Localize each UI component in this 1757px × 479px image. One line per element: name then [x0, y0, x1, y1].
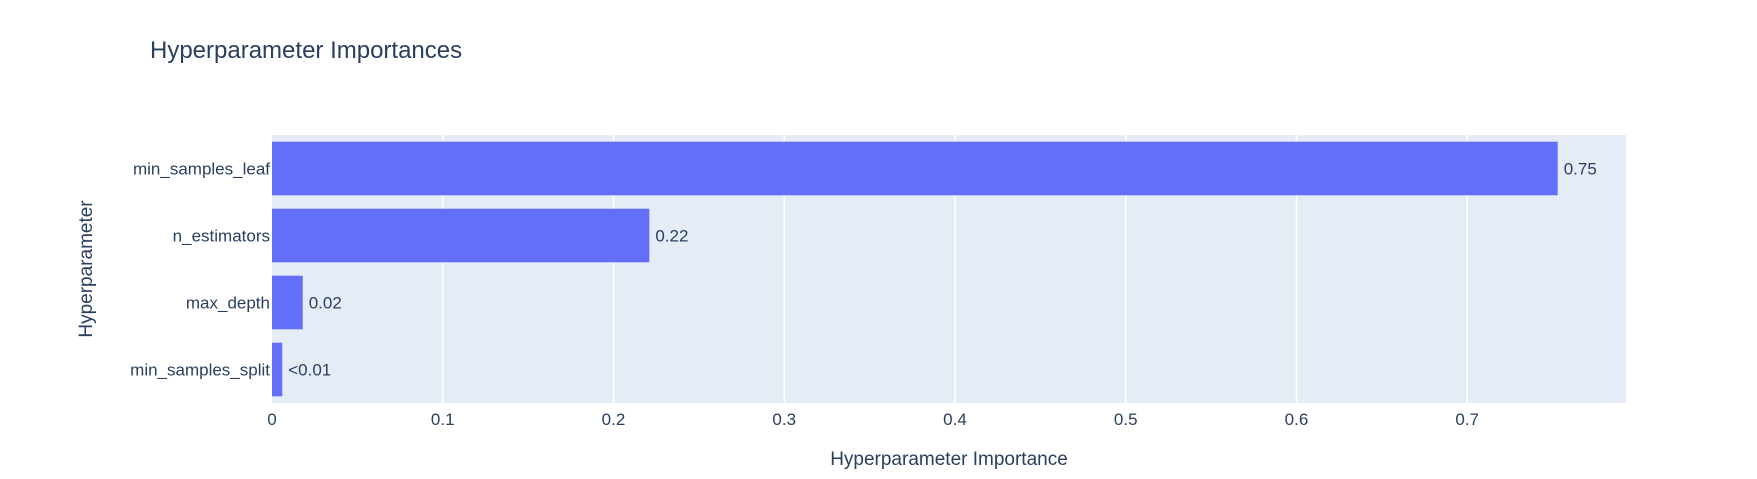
x-tick-label: 0.2 [602, 410, 626, 429]
y-category-label: n_estimators [173, 227, 270, 246]
bar-data-label: 0.75 [1564, 160, 1597, 179]
bar-n-estimators [272, 208, 650, 263]
bar-data-label: 0.02 [309, 294, 342, 313]
bar-min-samples-leaf [272, 141, 1558, 196]
x-axis-ticks: 0 0.1 0.2 0.3 0.4 0.5 0.6 0.7 [267, 410, 1479, 429]
chart-title: Hyperparameter Importances [150, 37, 462, 64]
x-axis-title: Hyperparameter Importance [830, 449, 1068, 470]
x-tick-label: 0.3 [772, 410, 796, 429]
x-tick-label: 0.4 [943, 410, 967, 429]
bar-max-depth [272, 275, 303, 330]
bar-data-label: <0.01 [288, 361, 331, 380]
y-axis-title: Hyperparameter [76, 200, 97, 338]
y-axis-categories: min_samples_leaf n_estimators max_depthmin… [130, 160, 270, 380]
x-tick-label: 0.6 [1285, 410, 1309, 429]
x-tick-label: 0.1 [431, 410, 455, 429]
bar-data-label: 0.22 [655, 227, 688, 246]
x-tick-label: 0.7 [1455, 410, 1479, 429]
bars: 0.75 0.22 0.02 <0.01 [272, 141, 1597, 397]
x-tick-label: 0.5 [1114, 410, 1138, 429]
y-category-label: max_depth [186, 294, 270, 313]
y-category-label: min_samples_leaf [133, 160, 270, 179]
y-category-label: min_samples_split [130, 361, 270, 380]
bar-min-samples-split [272, 342, 283, 397]
x-tick-label: 0 [267, 410, 276, 429]
